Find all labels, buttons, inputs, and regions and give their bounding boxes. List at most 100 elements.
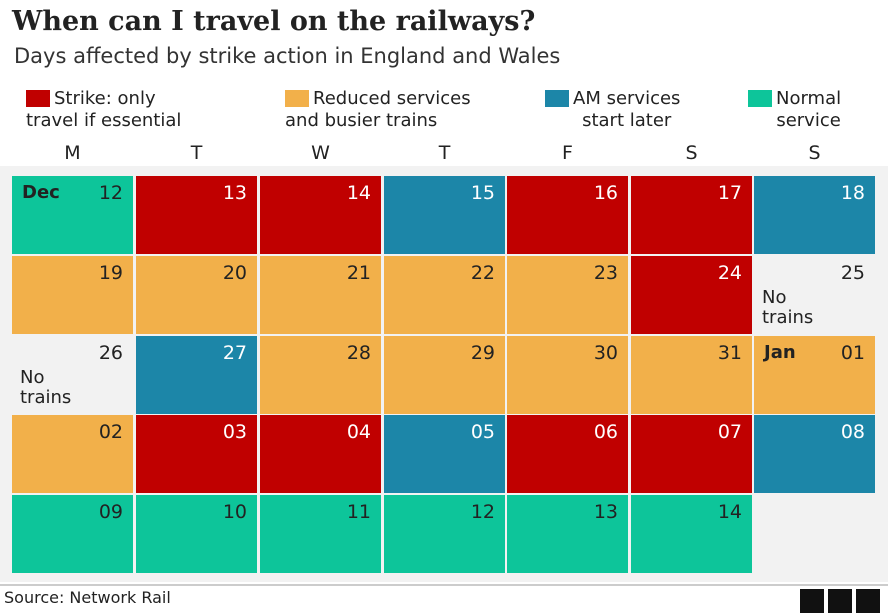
chart-title: When can I travel on the railways? bbox=[12, 6, 536, 37]
day-cell-strike: 16 bbox=[507, 176, 628, 254]
source-text: Source: Network Rail bbox=[4, 588, 171, 607]
day-cell-normal: 14 bbox=[631, 495, 752, 573]
day-number: 11 bbox=[346, 501, 371, 523]
legend-swatch bbox=[748, 90, 772, 107]
day-number: 23 bbox=[593, 262, 618, 284]
day-number: 02 bbox=[98, 421, 123, 443]
month-label: Dec bbox=[22, 182, 60, 203]
day-number: 14 bbox=[717, 501, 742, 523]
day-cell-reduced: 20 bbox=[136, 256, 257, 334]
day-number: 25 bbox=[840, 262, 865, 284]
footer-divider bbox=[0, 584, 888, 586]
day-number: 19 bbox=[98, 262, 123, 284]
weekday-header: M bbox=[64, 142, 81, 164]
day-number: 31 bbox=[717, 342, 742, 364]
day-cell-am: 18 bbox=[754, 176, 875, 254]
legend-item-am: AM services start later bbox=[545, 88, 680, 132]
day-cell-normal: 12 Dec bbox=[12, 176, 133, 254]
day-cell-reduced: 21 bbox=[260, 256, 381, 334]
day-number: 17 bbox=[717, 182, 742, 204]
day-number: 16 bbox=[593, 182, 618, 204]
day-cell-normal: 09 bbox=[12, 495, 133, 573]
day-cell-none: 26 No trains bbox=[12, 336, 133, 414]
day-number: 20 bbox=[222, 262, 247, 284]
day-number: 08 bbox=[840, 421, 865, 443]
day-cell-strike: 07 bbox=[631, 415, 752, 493]
day-number: 06 bbox=[593, 421, 618, 443]
bbc-logo-b2 bbox=[828, 589, 852, 613]
day-cell-strike: 03 bbox=[136, 415, 257, 493]
day-cell-strike: 04 bbox=[260, 415, 381, 493]
legend-item-strike: Strike: only travel if essential bbox=[26, 88, 181, 132]
day-number: 21 bbox=[346, 262, 371, 284]
day-cell-normal: 12 bbox=[384, 495, 505, 573]
day-cell-am: 08 bbox=[754, 415, 875, 493]
day-number: 09 bbox=[98, 501, 123, 523]
day-cell-am: 15 bbox=[384, 176, 505, 254]
day-cell-am: 27 bbox=[136, 336, 257, 414]
legend-swatch bbox=[545, 90, 569, 107]
day-cell-reduced: 01 Jan bbox=[754, 336, 875, 414]
day-cell-strike: 13 bbox=[136, 176, 257, 254]
legend-label-line1: Normal bbox=[776, 88, 842, 109]
day-number: 12 bbox=[98, 182, 123, 204]
day-cell-normal: 10 bbox=[136, 495, 257, 573]
weekday-header: W bbox=[311, 142, 330, 164]
legend-item-reduced: Reduced services and busier trains bbox=[285, 88, 471, 132]
legend-label-line1: Strike: only bbox=[54, 88, 156, 109]
day-number: 07 bbox=[717, 421, 742, 443]
day-cell-reduced: 02 bbox=[12, 415, 133, 493]
day-number: 12 bbox=[470, 501, 495, 523]
day-cell-none: 25 No trains bbox=[754, 256, 875, 334]
legend-label-line2: and busier trains bbox=[285, 110, 438, 131]
legend-label-line2: travel if essential bbox=[26, 110, 182, 131]
day-cell-reduced: 23 bbox=[507, 256, 628, 334]
day-number: 22 bbox=[470, 262, 495, 284]
day-cell-strike: 14 bbox=[260, 176, 381, 254]
month-label: Jan bbox=[764, 342, 796, 363]
day-number: 13 bbox=[222, 182, 247, 204]
legend-swatch bbox=[26, 90, 50, 107]
day-number: 01 bbox=[840, 342, 865, 364]
chart-subtitle: Days affected by strike action in Englan… bbox=[14, 44, 561, 68]
day-number: 14 bbox=[346, 182, 371, 204]
day-number: 10 bbox=[222, 501, 247, 523]
day-number: 04 bbox=[346, 421, 371, 443]
weekday-header: S bbox=[808, 142, 821, 164]
no-trains-note: No trains bbox=[20, 367, 72, 408]
weekday-header: T bbox=[438, 142, 451, 164]
legend-label-line1: AM services bbox=[573, 88, 681, 109]
day-cell-normal: 13 bbox=[507, 495, 628, 573]
day-cell-reduced: 30 bbox=[507, 336, 628, 414]
weekday-header: F bbox=[562, 142, 573, 164]
day-cell-normal: 11 bbox=[260, 495, 381, 573]
day-cell-reduced: 19 bbox=[12, 256, 133, 334]
day-number: 29 bbox=[470, 342, 495, 364]
no-trains-note: No trains bbox=[762, 287, 814, 328]
day-number: 30 bbox=[593, 342, 618, 364]
day-cell-reduced: 28 bbox=[260, 336, 381, 414]
day-cell-strike: 06 bbox=[507, 415, 628, 493]
day-number: 13 bbox=[593, 501, 618, 523]
day-cell-am: 05 bbox=[384, 415, 505, 493]
day-cell-reduced: 22 bbox=[384, 256, 505, 334]
legend-label-line2: start later bbox=[582, 110, 672, 131]
day-cell-reduced: 29 bbox=[384, 336, 505, 414]
day-number: 28 bbox=[346, 342, 371, 364]
day-number: 24 bbox=[717, 262, 742, 284]
legend-label-line1: Reduced services bbox=[313, 88, 471, 109]
day-number: 18 bbox=[840, 182, 865, 204]
weekday-header: T bbox=[190, 142, 203, 164]
day-cell-reduced: 31 bbox=[631, 336, 752, 414]
day-cell-strike: 17 bbox=[631, 176, 752, 254]
day-number: 26 bbox=[98, 342, 123, 364]
bbc-logo-c bbox=[856, 589, 880, 613]
day-cell-strike: 24 bbox=[631, 256, 752, 334]
bbc-logo-b1 bbox=[800, 589, 824, 613]
legend-label-line2: service bbox=[776, 110, 841, 131]
weekday-header: S bbox=[685, 142, 698, 164]
legend-item-normal: Normal service bbox=[748, 88, 841, 132]
day-number: 27 bbox=[222, 342, 247, 364]
day-number: 15 bbox=[470, 182, 495, 204]
legend-swatch bbox=[285, 90, 309, 107]
